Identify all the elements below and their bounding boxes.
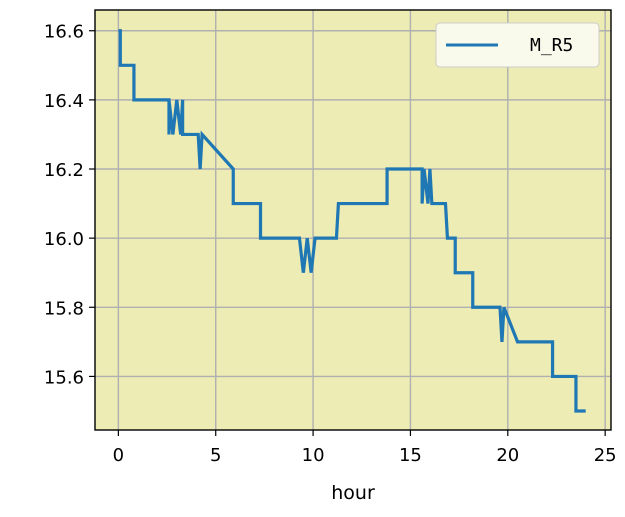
legend-label: M_R5 <box>530 35 573 56</box>
x-tick-label: 15 <box>399 445 422 466</box>
y-tick-label: 15.6 <box>44 367 84 388</box>
x-axis: 0 5 10 15 20 25 <box>113 430 617 466</box>
x-tick-label: 20 <box>496 445 519 466</box>
x-tick-label: 10 <box>302 445 325 466</box>
x-tick-label: 25 <box>594 445 617 466</box>
legend-box <box>435 22 600 68</box>
y-tick-label: 16.0 <box>44 229 84 250</box>
y-axis: 15.6 15.8 16.0 16.2 16.4 16.6 <box>44 22 95 388</box>
legend: M_R5 <box>435 22 600 68</box>
y-tick-label: 16.6 <box>44 22 84 43</box>
y-tick-label: 16.4 <box>44 91 84 112</box>
x-axis-label: hour <box>331 482 375 504</box>
y-tick-label: 16.2 <box>44 160 84 181</box>
x-tick-label: 5 <box>210 445 221 466</box>
plot-area <box>95 10 611 430</box>
x-tick-label: 0 <box>113 445 124 466</box>
series-layer <box>118 29 586 413</box>
series-line-m-r5 <box>118 29 586 413</box>
y-tick-label: 15.8 <box>44 298 84 319</box>
grid <box>95 10 611 430</box>
plot-frame <box>94 9 612 431</box>
